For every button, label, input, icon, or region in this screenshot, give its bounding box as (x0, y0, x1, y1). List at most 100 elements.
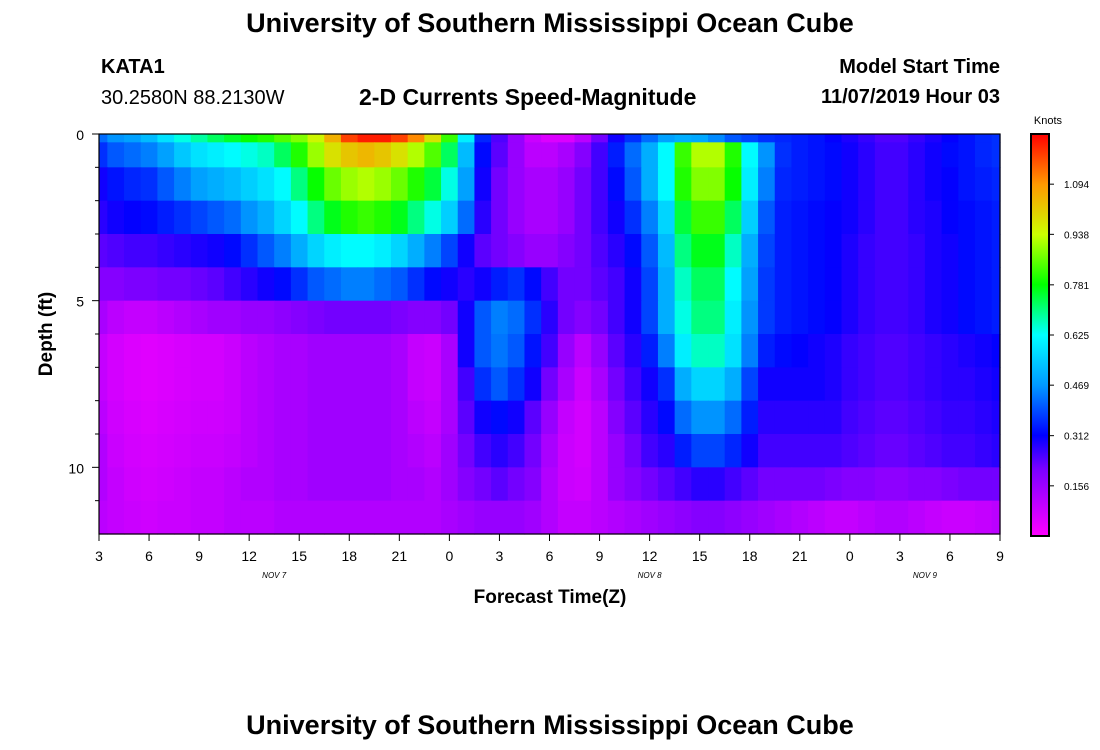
heatmap-cell (174, 434, 192, 468)
heatmap-cell (741, 334, 759, 368)
heatmap-cell (724, 267, 742, 302)
heatmap-cell (791, 334, 809, 368)
heatmap-cell (224, 167, 242, 202)
heatmap-cell (958, 142, 976, 168)
heatmap-cell (924, 334, 943, 368)
heatmap-cell (140, 367, 158, 402)
heatmap-cell (524, 467, 542, 502)
heatmap-cell (107, 167, 125, 202)
heatmap-cell (174, 234, 192, 268)
heatmap-cell (390, 167, 409, 202)
heatmap-cell (190, 434, 209, 468)
heatmap-cell (657, 134, 676, 143)
heatmap-cell (474, 467, 492, 502)
heatmap-cell (691, 134, 709, 143)
heatmap-cell (324, 367, 342, 402)
heatmap-cell (958, 200, 976, 235)
heatmap-cell (340, 334, 359, 368)
heatmap-cell (841, 500, 859, 535)
heatmap-cell (357, 167, 375, 202)
heatmap-cell (774, 200, 793, 235)
heatmap-cell (641, 234, 659, 268)
heatmap-cell (557, 467, 576, 502)
heatmap-cell (874, 134, 893, 143)
heatmap-cell (524, 334, 542, 368)
heatmap-cell (541, 234, 559, 268)
heatmap-cell (99, 467, 108, 502)
heatmap-cell (207, 142, 225, 168)
heatmap-cell (791, 400, 809, 435)
heatmap-cell (224, 467, 242, 502)
date-label: NOV 8 (638, 571, 663, 580)
heatmap-cell (390, 267, 409, 302)
heatmap-cell (557, 400, 576, 435)
heatmap-cell (274, 467, 292, 502)
heatmap-cell (474, 234, 492, 268)
heatmap-cell (874, 467, 893, 502)
heatmap-cell (290, 367, 309, 402)
heatmap-cell (574, 134, 592, 143)
heatmap-cell (924, 300, 943, 335)
heatmap-cell (99, 234, 108, 268)
heatmap-cell (624, 467, 642, 502)
heatmap-cell (941, 267, 959, 302)
heatmap-cell (958, 400, 976, 435)
heatmap-cell (274, 142, 292, 168)
heatmap-cell (741, 200, 759, 235)
heatmap-cell (858, 200, 876, 235)
heatmap-cell (374, 267, 392, 302)
heatmap-cell (541, 500, 559, 535)
heatmap-cell (824, 500, 843, 535)
heatmap-cell (174, 167, 192, 202)
heatmap-cell (874, 334, 893, 368)
heatmap-cell (891, 234, 909, 268)
x-tick-label: 12 (241, 548, 257, 564)
heatmap-cell (624, 234, 642, 268)
heatmap-cell (991, 500, 1001, 535)
heatmap-cell (207, 300, 225, 335)
heatmap-cell (991, 400, 1001, 435)
heatmap-cell (758, 367, 776, 402)
heatmap-cell (891, 134, 909, 143)
heatmap-cell (474, 434, 492, 468)
heatmap-cell (874, 142, 893, 168)
heatmap-cell (124, 134, 142, 143)
colorbar-tick-label: 0.469 (1064, 381, 1089, 392)
x-tick-label: 6 (946, 548, 954, 564)
heatmap-cell (274, 400, 292, 435)
heatmap-cell (741, 167, 759, 202)
heatmap-cell (124, 200, 142, 235)
heatmap-cell (541, 400, 559, 435)
heatmap-cell (591, 434, 609, 468)
heatmap-cell (874, 500, 893, 535)
heatmap-cell (791, 142, 809, 168)
product-title: 2-D Currents Speed-Magnitude (359, 84, 697, 110)
heatmap-cell (174, 300, 192, 335)
heatmap-cell (574, 267, 592, 302)
heatmap-cell (691, 300, 709, 335)
heatmap-cell (307, 134, 325, 143)
heatmap-cell (674, 467, 692, 502)
heatmap-cell (257, 300, 275, 335)
heatmap-cell (157, 134, 175, 143)
heatmap-cell (958, 167, 976, 202)
heatmap-cell (507, 434, 526, 468)
heatmap-cell (891, 334, 909, 368)
heatmap-cell (157, 400, 175, 435)
heatmap-cell (908, 234, 926, 268)
heatmap-cell (257, 467, 275, 502)
heatmap-cell (708, 200, 726, 235)
heatmap-cell (407, 200, 425, 235)
heatmap-cell (557, 334, 576, 368)
heatmap-cell (274, 334, 292, 368)
heatmap-cell (774, 234, 793, 268)
heatmap-cell (808, 434, 826, 468)
heatmap-cell (607, 200, 626, 235)
heatmap-cell (207, 134, 225, 143)
heatmap-cell (758, 167, 776, 202)
heatmap-cell (808, 500, 826, 535)
heatmap-cell (107, 500, 125, 535)
heatmap-cell (691, 200, 709, 235)
heatmap-cell (224, 300, 242, 335)
heatmap-cell (691, 400, 709, 435)
